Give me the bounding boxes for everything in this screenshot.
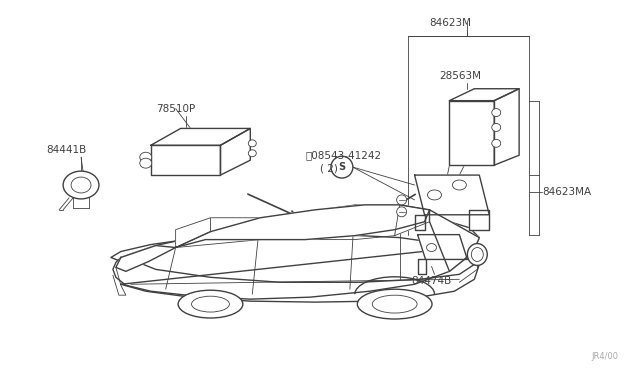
Polygon shape <box>220 128 250 175</box>
Polygon shape <box>449 89 519 101</box>
Polygon shape <box>449 101 494 165</box>
Polygon shape <box>415 215 424 230</box>
Polygon shape <box>175 205 429 247</box>
Ellipse shape <box>357 289 432 319</box>
Text: Ⓝ08543-41242: Ⓝ08543-41242 <box>305 150 381 160</box>
Polygon shape <box>175 218 211 247</box>
Polygon shape <box>151 128 250 145</box>
Ellipse shape <box>71 177 91 193</box>
Ellipse shape <box>467 244 487 265</box>
Ellipse shape <box>452 180 467 190</box>
Text: 84441B: 84441B <box>46 145 86 155</box>
Polygon shape <box>121 247 479 302</box>
Ellipse shape <box>248 140 256 147</box>
Ellipse shape <box>471 247 483 262</box>
Polygon shape <box>429 210 479 271</box>
Polygon shape <box>395 205 429 235</box>
Ellipse shape <box>140 158 152 168</box>
Polygon shape <box>417 235 467 259</box>
Ellipse shape <box>140 152 152 162</box>
Ellipse shape <box>191 296 229 312</box>
Polygon shape <box>494 89 519 165</box>
Polygon shape <box>116 246 175 271</box>
Ellipse shape <box>492 140 500 147</box>
Text: 84623MA: 84623MA <box>542 187 591 197</box>
Polygon shape <box>111 235 474 282</box>
Polygon shape <box>415 175 489 215</box>
Circle shape <box>331 156 353 178</box>
Ellipse shape <box>372 295 417 313</box>
Polygon shape <box>469 210 489 230</box>
Text: 28563M: 28563M <box>440 71 481 81</box>
Text: 84623M: 84623M <box>429 18 472 28</box>
Text: JR4/00: JR4/00 <box>592 352 619 361</box>
Polygon shape <box>417 259 426 274</box>
Ellipse shape <box>428 190 442 200</box>
Text: ( 2): ( 2) <box>320 163 338 173</box>
Circle shape <box>397 195 406 205</box>
Text: S: S <box>339 162 346 172</box>
Ellipse shape <box>426 244 436 251</box>
Polygon shape <box>113 220 479 299</box>
Ellipse shape <box>178 290 243 318</box>
Ellipse shape <box>492 109 500 116</box>
Text: 78510P: 78510P <box>156 103 195 113</box>
Circle shape <box>397 207 406 217</box>
Polygon shape <box>151 145 220 175</box>
Text: 84474B: 84474B <box>412 276 452 286</box>
Ellipse shape <box>63 171 99 199</box>
Ellipse shape <box>248 150 256 157</box>
Ellipse shape <box>492 124 500 131</box>
